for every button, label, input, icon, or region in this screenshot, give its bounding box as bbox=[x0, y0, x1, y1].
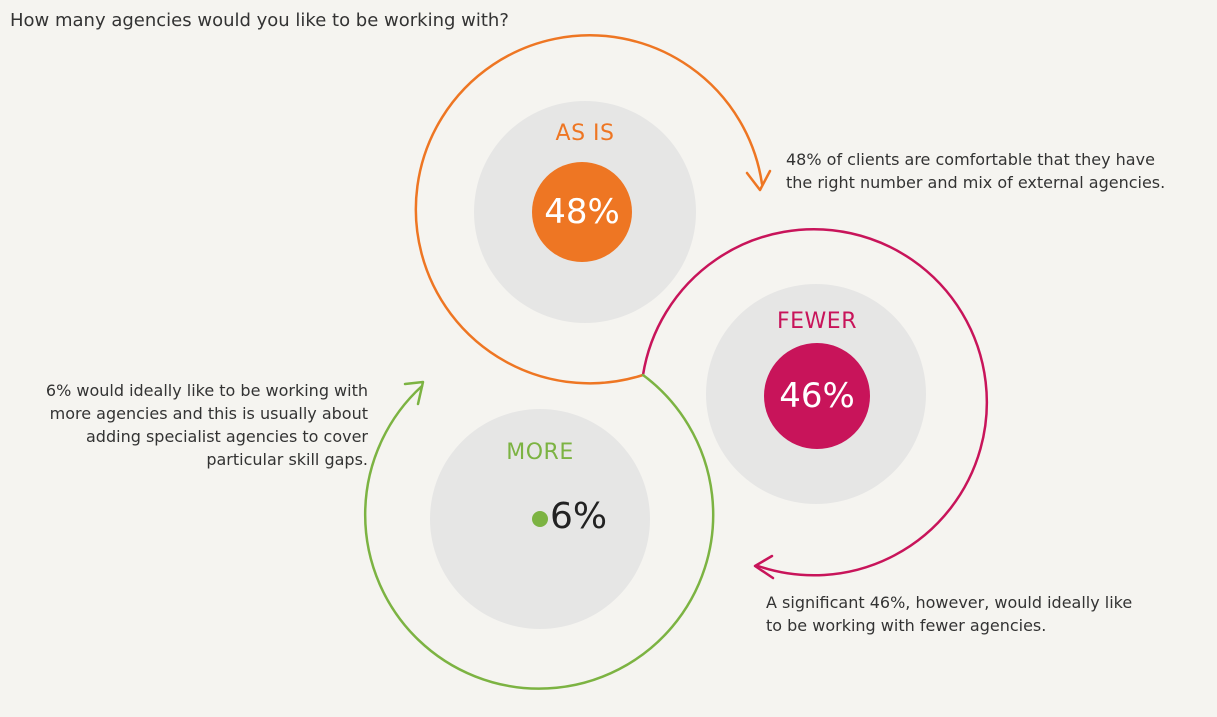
more-description: 6% would ideally like to be working with… bbox=[46, 379, 368, 471]
as-is-description-line: 48% of clients are comfortable that they… bbox=[786, 150, 1155, 169]
as-is-label: AS IS bbox=[555, 121, 615, 146]
question-title: How many agencies would you like to be w… bbox=[10, 10, 509, 31]
as-is-description-line: the right number and mix of external age… bbox=[786, 173, 1166, 192]
more-value-dot bbox=[532, 511, 548, 527]
more-arrow bbox=[363, 373, 715, 690]
as-is-arrowhead bbox=[745, 169, 772, 192]
as-is-value-circle: 48% bbox=[532, 162, 632, 262]
fewer-description-line: A significant 46%, however, would ideall… bbox=[766, 593, 1133, 612]
fewer-description: A significant 46%, however, would ideall… bbox=[766, 591, 1132, 637]
more-description-line: more agencies and this is usually about bbox=[49, 404, 368, 423]
more-description-line: 6% would ideally like to be working with bbox=[45, 381, 368, 400]
fewer-description-line: to be working with fewer agencies. bbox=[766, 616, 1047, 635]
more-description-line: particular skill gaps. bbox=[206, 450, 368, 469]
fewer-label: FEWER bbox=[777, 309, 857, 334]
more-label: MORE bbox=[506, 440, 574, 465]
more-value: 6% bbox=[550, 496, 608, 537]
as-is-description: 48% of clients are comfortable that they… bbox=[786, 148, 1165, 194]
more-description-line: adding specialist agencies to cover bbox=[86, 427, 368, 446]
fewer-value: 46% bbox=[779, 376, 855, 416]
fewer-arrowhead bbox=[753, 554, 775, 580]
more-arrowhead bbox=[403, 380, 425, 406]
fewer-arrow bbox=[641, 228, 989, 577]
fewer-value-circle: 46% bbox=[764, 343, 870, 449]
as-is-value: 48% bbox=[544, 192, 620, 232]
as-is-arrow bbox=[414, 34, 764, 385]
